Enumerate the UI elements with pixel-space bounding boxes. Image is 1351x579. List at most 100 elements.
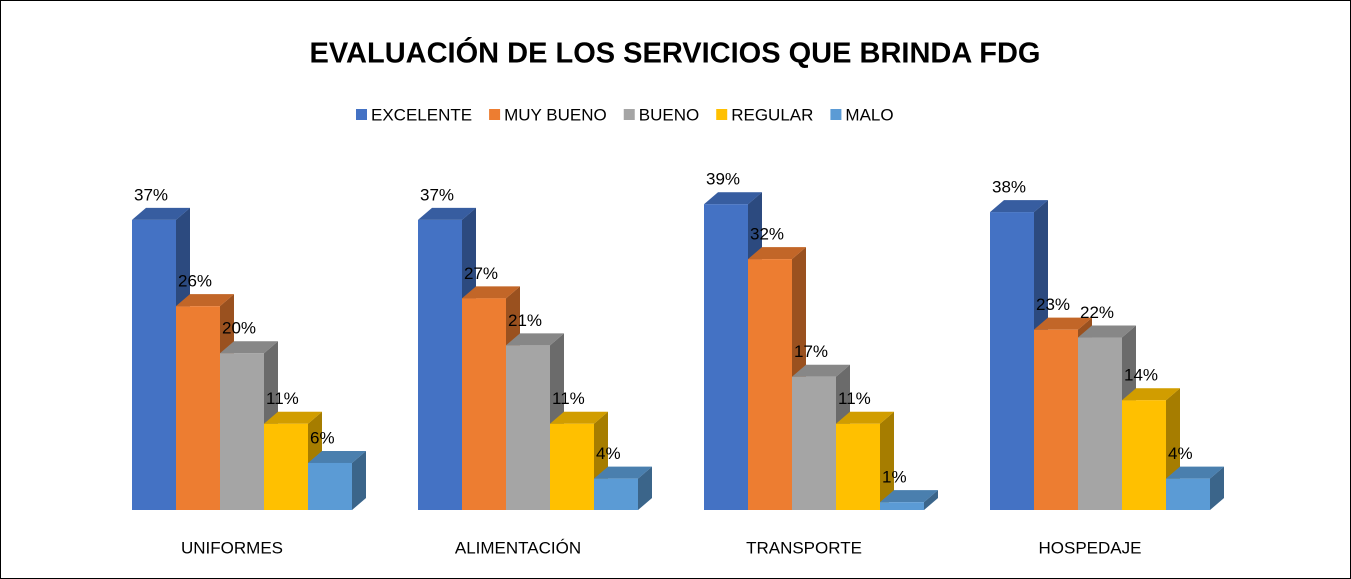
legend-swatch	[830, 109, 842, 120]
bar-top	[418, 207, 476, 220]
bar-top-shade	[506, 333, 564, 346]
bar	[264, 423, 308, 510]
bar-top	[880, 490, 938, 503]
legend-swatch	[356, 109, 367, 120]
bar-top	[1034, 317, 1092, 330]
value-label: 1%	[882, 468, 907, 487]
value-label: 39%	[706, 170, 740, 189]
bar	[550, 423, 594, 510]
bar	[220, 353, 264, 510]
bar	[1034, 329, 1078, 510]
value-label: 27%	[464, 264, 498, 283]
bar	[594, 478, 638, 510]
bar-side-shade	[352, 450, 366, 510]
bar-side-shade	[1210, 466, 1224, 510]
value-label: 37%	[134, 185, 168, 204]
legend-label: MALO	[845, 105, 893, 124]
x-tick-label: HOSPEDAJE	[1039, 538, 1142, 557]
x-tick-label: ALIMENTACIÓN	[455, 538, 581, 557]
bar-top-shade	[1034, 317, 1092, 330]
bar	[176, 306, 220, 510]
value-label: 23%	[1036, 295, 1070, 314]
value-label: 11%	[838, 389, 871, 408]
bar-top	[176, 294, 234, 307]
bar-top	[792, 364, 850, 377]
bar-top	[308, 450, 366, 463]
value-label: 4%	[596, 444, 621, 463]
bar	[836, 423, 880, 510]
bar-top	[220, 341, 278, 354]
legend-label: BUENO	[639, 105, 699, 124]
value-label: 26%	[178, 272, 212, 291]
bar-top-shade	[550, 411, 608, 424]
value-label: 6%	[310, 428, 335, 447]
bar-side-shade	[924, 490, 938, 510]
bar	[792, 376, 836, 510]
bar-top	[550, 411, 608, 424]
bar	[990, 212, 1034, 510]
bar-top	[1122, 388, 1180, 401]
bar-top-shade	[220, 341, 278, 354]
bar-side	[1210, 466, 1224, 510]
bar-top-shade	[1078, 325, 1136, 338]
bar	[462, 298, 506, 510]
bar	[704, 204, 748, 511]
legend-label: REGULAR	[731, 105, 813, 124]
value-label: 20%	[222, 319, 256, 338]
bar-top	[748, 247, 806, 260]
bar-top	[1078, 325, 1136, 338]
bar	[418, 219, 462, 511]
bar-top-shade	[990, 200, 1048, 213]
bar-side	[924, 490, 938, 510]
value-label: 22%	[1080, 303, 1114, 322]
bar	[1122, 400, 1166, 510]
bar-top-shade	[264, 411, 322, 424]
legend-label: MUY BUENO	[504, 105, 607, 124]
bar	[506, 345, 550, 510]
bar-top-shade	[176, 294, 234, 307]
bar-top-shade	[792, 364, 850, 377]
x-tick-label: UNIFORMES	[181, 538, 283, 557]
bar-top-shade	[462, 286, 520, 299]
legend-label: EXCELENTE	[371, 105, 472, 124]
bar-top	[132, 207, 190, 220]
bar-top	[594, 466, 652, 479]
value-label: 11%	[552, 389, 585, 408]
bar-top-shade	[418, 207, 476, 220]
bar	[880, 502, 924, 510]
bar-top-shade	[308, 450, 366, 463]
bar-top-shade	[704, 192, 762, 205]
bar-top	[1166, 466, 1224, 479]
bar	[1078, 337, 1122, 510]
bar-top-shade	[594, 466, 652, 479]
bar-top-shade	[1122, 388, 1180, 401]
bar	[132, 219, 176, 511]
bar-side	[352, 450, 366, 510]
bar-side-shade	[880, 411, 894, 510]
bar-top-shade	[880, 490, 938, 503]
bar-side	[880, 411, 894, 510]
legend-swatch	[623, 109, 635, 120]
bar-side	[638, 466, 652, 510]
bar-top	[264, 411, 322, 424]
bar	[308, 462, 352, 510]
value-label: 4%	[1168, 444, 1193, 463]
bar-top	[836, 411, 894, 424]
bar-top	[704, 192, 762, 205]
bar-top-shade	[748, 247, 806, 260]
bar-top-shade	[132, 207, 190, 220]
value-label: 21%	[508, 311, 542, 330]
bar-side-shade	[638, 466, 652, 510]
value-label: 37%	[420, 185, 454, 204]
chart-title: EVALUACIÓN DE LOS SERVICIOS QUE BRINDA F…	[310, 36, 1041, 70]
bar-top-shade	[1166, 466, 1224, 479]
value-label: 14%	[1124, 366, 1158, 385]
bar	[1166, 478, 1210, 510]
bar-top	[462, 286, 520, 299]
bar-top	[506, 333, 564, 346]
bar-top-shade	[836, 411, 894, 424]
bar-top	[990, 200, 1048, 213]
bar	[748, 259, 792, 510]
value-label: 11%	[266, 389, 299, 408]
